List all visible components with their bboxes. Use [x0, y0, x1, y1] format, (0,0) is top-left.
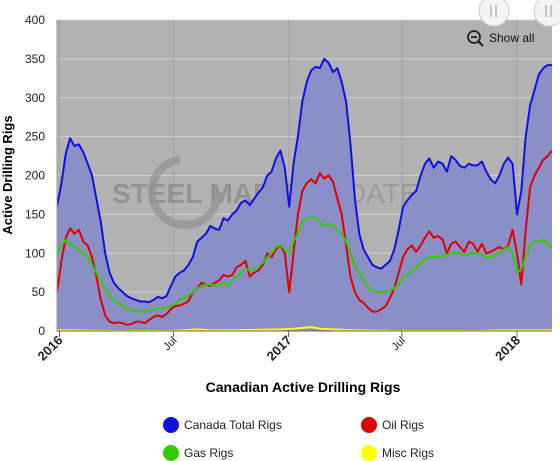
x-tick-label: Jul	[390, 335, 408, 353]
canada-total-rigs-line	[57, 57, 552, 304]
legend-marker	[361, 445, 377, 461]
legend-label: Oil Rigs	[382, 418, 424, 432]
y-tick-label: 300	[25, 91, 45, 105]
y-axis-label: Active Drilling Rigs	[0, 115, 15, 234]
legend-item-gas-rigs[interactable]: Gas Rigs	[163, 445, 233, 461]
y-tick-label: 350	[25, 52, 45, 66]
x-tick-label: 2017	[264, 333, 295, 364]
legend-item-canada-total-rigs[interactable]: Canada Total Rigs	[163, 417, 282, 433]
zoom-out-icon	[467, 30, 484, 47]
legend-item-misc-rigs[interactable]: Misc Rigs	[361, 445, 434, 461]
y-tick-label: 50	[32, 285, 46, 299]
show-all-label: Show all	[489, 31, 534, 45]
x-tick-label: Jul	[161, 335, 179, 353]
y-tick-label: 0	[38, 324, 45, 338]
y-tick-label: 250	[25, 130, 45, 144]
gas-rigs-line	[57, 216, 552, 313]
legend-label: Misc Rigs	[382, 446, 434, 460]
y-tick-label: 200	[25, 169, 45, 183]
x-tick-label: 2018	[492, 333, 523, 364]
legend-label: Canada Total Rigs	[184, 418, 282, 432]
legend-label: Gas Rigs	[184, 446, 233, 460]
zoom-handle-left[interactable]	[478, 0, 510, 27]
y-tick-label: 400	[25, 13, 45, 27]
y-tick-label: 150	[25, 207, 45, 221]
oil-rigs-line	[57, 149, 552, 326]
legend: Canada Total Rigs Oil Rigs Gas Rigs Misc Ri…	[163, 417, 434, 461]
watermark-logo-ring	[148, 155, 222, 229]
x-axis-label: Canadian Active Drilling Rigs	[206, 379, 401, 395]
zoom-handle-right[interactable]	[533, 0, 560, 27]
legend-marker	[361, 417, 377, 433]
show-all-button[interactable]: Show all	[463, 28, 543, 48]
canada-total-rigs-area	[57, 58, 552, 331]
y-tick-label: 100	[25, 246, 45, 260]
legend-marker	[163, 417, 179, 433]
legend-item-oil-rigs[interactable]: Oil Rigs	[361, 417, 424, 433]
legend-marker	[163, 445, 179, 461]
